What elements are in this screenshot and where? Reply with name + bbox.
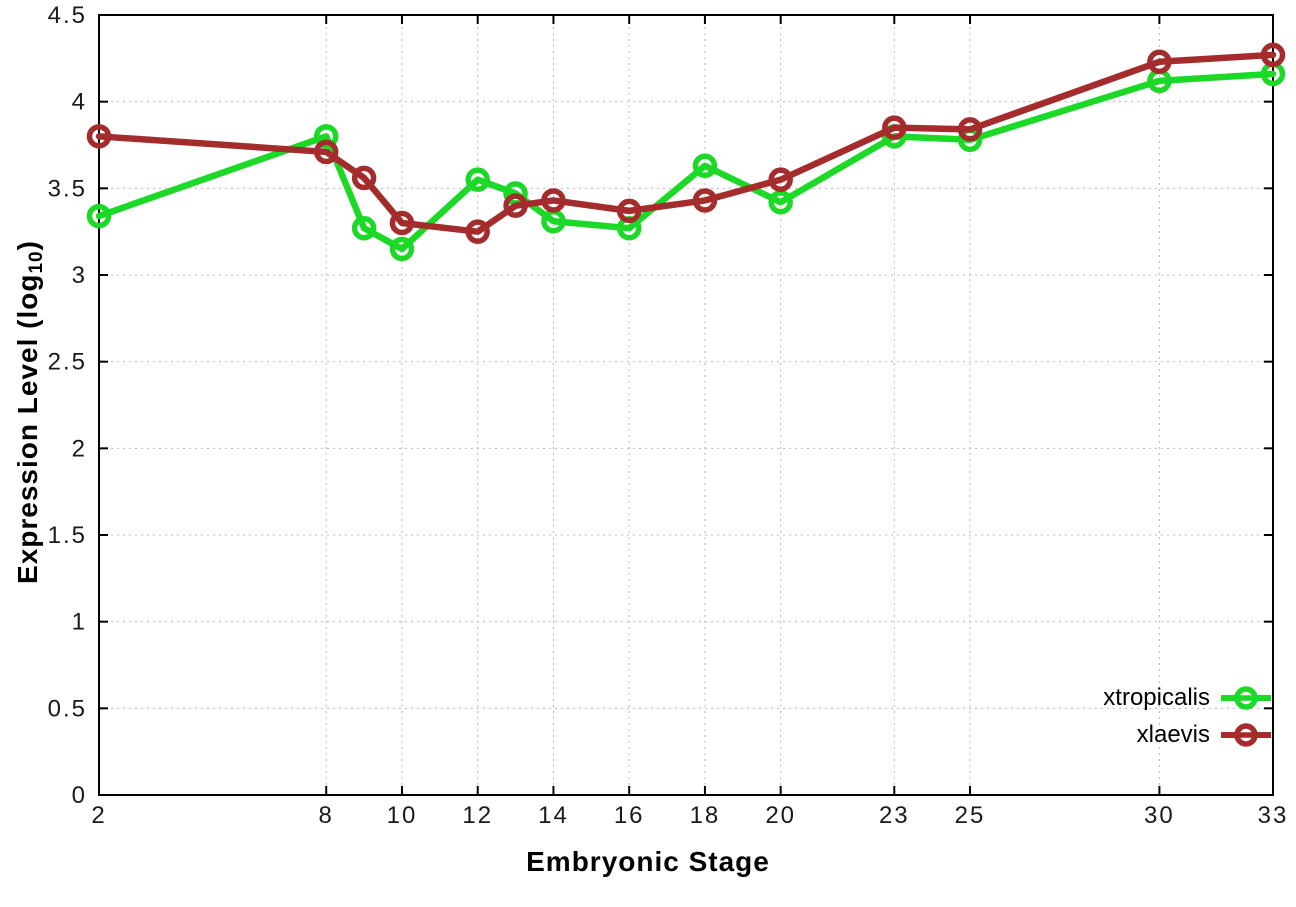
x-tick-label: 33 <box>1258 802 1289 829</box>
y-axis-title-subscript: 10 <box>25 250 47 274</box>
data-point-marker <box>768 189 793 215</box>
x-tick-label: 12 <box>462 802 493 829</box>
x-tick-label: 16 <box>614 802 645 829</box>
y-tick-label: 3.5 <box>48 175 87 202</box>
series-xtropicalis <box>86 61 1286 262</box>
legend-item-xlaevis: xlaevis <box>1137 718 1272 751</box>
x-tick-label: 8 <box>319 802 334 829</box>
data-point-marker <box>313 139 339 165</box>
y-tick-label: 2 <box>72 435 87 462</box>
x-tick-label: 30 <box>1144 802 1175 829</box>
y-tick-label: 3 <box>72 262 87 289</box>
data-point-marker <box>1147 49 1172 75</box>
data-point-marker <box>882 115 907 140</box>
data-point-marker <box>351 215 377 241</box>
x-tick-labels: 2 8 10 12 14 16 18 20 23 25 30 33 <box>91 802 1289 829</box>
data-point-marker <box>389 210 415 236</box>
data-point-marker <box>465 167 490 192</box>
x-tick-label: 2 <box>91 802 106 829</box>
x-tick-label: 14 <box>538 802 569 829</box>
data-point-marker <box>1260 42 1286 68</box>
data-point-marker <box>313 124 339 149</box>
x-axis-title: Embryonic Stage <box>526 846 770 877</box>
legend-label: xlaevis <box>1136 720 1210 748</box>
y-tick-labels: 0 0.5 1 1.5 2 2.5 3 3.5 4 4.5 <box>48 2 87 809</box>
data-point-marker <box>86 203 112 229</box>
data-point-marker <box>692 153 718 179</box>
y-tick-label: 1 <box>72 609 87 636</box>
y-axis-title: Expression Level (log10) <box>12 240 47 584</box>
y-tick-label: 4.5 <box>48 2 87 29</box>
y-tick-label: 4 <box>72 89 87 116</box>
legend-marker-icon <box>1221 685 1271 710</box>
x-tick-label: 18 <box>690 802 721 829</box>
axes-border <box>98 14 1274 796</box>
data-point-marker <box>389 236 415 262</box>
x-tick-label: 20 <box>765 802 796 829</box>
legend: xtropicalis xlaevis <box>1103 681 1272 751</box>
y-tick-label: 2.5 <box>48 349 87 376</box>
x-tick-label: 23 <box>879 802 910 829</box>
grid-lines <box>98 14 1274 796</box>
legend-label: xtropicalis <box>1103 683 1210 711</box>
legend-item-xtropicalis: xtropicalis <box>1103 681 1272 714</box>
x-tick-label: 10 <box>387 802 418 829</box>
series-xlaevis <box>86 42 1286 244</box>
series-line <box>95 51 1277 235</box>
tick-marks <box>98 14 1274 796</box>
data-point-marker <box>503 193 528 218</box>
data-point-marker <box>616 198 642 224</box>
legend-marker-icon <box>1221 722 1271 747</box>
data-point-marker <box>541 188 566 213</box>
data-point-marker <box>86 124 112 149</box>
data-point-marker <box>692 188 718 213</box>
x-tick-label: 25 <box>955 802 986 829</box>
series-line <box>95 70 1277 253</box>
data-point-marker <box>957 117 983 142</box>
y-tick-label: 1.5 <box>48 522 87 549</box>
y-tick-label: 0.5 <box>48 695 87 722</box>
y-tick-label: 0 <box>72 782 87 809</box>
data-point-marker <box>465 219 490 244</box>
data-point-marker <box>351 165 377 191</box>
data-point-marker <box>768 167 793 192</box>
